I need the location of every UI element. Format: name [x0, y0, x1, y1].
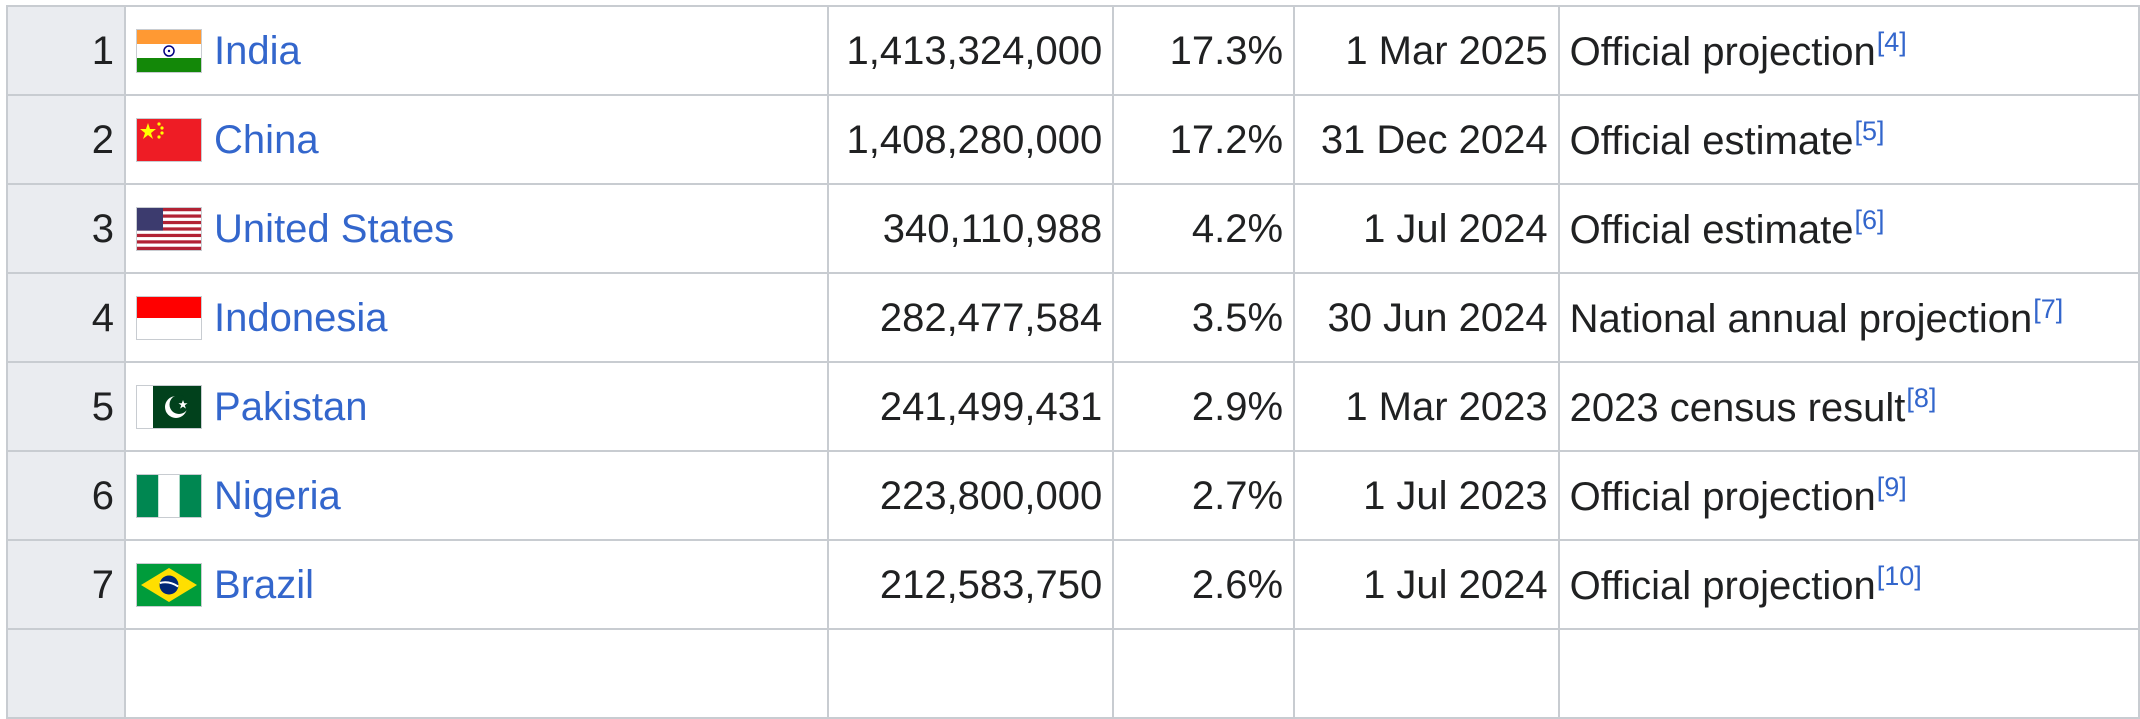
rank-cell: 4	[5, 272, 127, 363]
population-cell: 241,499,431	[826, 361, 1115, 452]
date-cell: 1 Jul 2023	[1293, 450, 1560, 541]
indonesia-flag-icon	[136, 295, 203, 340]
rank-cell: 6	[5, 450, 127, 541]
reference-link[interactable]: [7]	[2033, 294, 2064, 324]
source-text: 2023 census result	[1569, 386, 1906, 430]
table-row: 5 Pakistan 241,499,431	[5, 361, 2140, 452]
country-cell: China	[124, 94, 829, 185]
percent-cell: 2.7%	[1112, 450, 1296, 541]
rank-cell: 2	[5, 94, 127, 185]
table-row: 2 China 1,408,	[5, 94, 2140, 185]
percent-cell	[1112, 628, 1296, 719]
source-cell: Official projection[4]	[1557, 5, 2140, 96]
rank-cell: 3	[5, 183, 127, 274]
country-cell: Indonesia	[124, 272, 829, 363]
percent-cell: 2.6%	[1112, 539, 1296, 630]
table-row: 1 India 1,413,324,000 1	[5, 5, 2140, 96]
date-cell: 1 Jul 2024	[1293, 539, 1560, 630]
country-cell: Nigeria	[124, 450, 829, 541]
reference-link[interactable]: [9]	[1876, 472, 1907, 502]
date-cell: 30 Jun 2024	[1293, 272, 1560, 363]
country-cell: Brazil	[124, 539, 829, 630]
reference-link[interactable]: [8]	[1906, 383, 1937, 413]
source-text: Official projection	[1569, 475, 1876, 519]
date-cell: 31 Dec 2024	[1293, 94, 1560, 185]
percent-cell: 3.5%	[1112, 272, 1296, 363]
population-cell: 212,583,750	[826, 539, 1115, 630]
country-cell: Pakistan	[124, 361, 829, 452]
date-cell: 1 Jul 2024	[1293, 183, 1560, 274]
reference-link[interactable]: [6]	[1854, 205, 1885, 235]
country-link-brazil[interactable]: Brazil	[214, 562, 315, 607]
population-cell: 282,477,584	[826, 272, 1115, 363]
nigeria-flag-icon	[136, 473, 203, 518]
rank-cell	[5, 628, 127, 719]
date-cell: 1 Mar 2023	[1293, 361, 1560, 452]
country-link-pakistan[interactable]: Pakistan	[214, 384, 368, 429]
population-cell	[826, 628, 1115, 719]
reference-link[interactable]: [4]	[1876, 27, 1907, 57]
source-cell: Official projection[9]	[1557, 450, 2140, 541]
reference-link[interactable]: [5]	[1854, 116, 1885, 146]
percent-cell: 17.3%	[1112, 5, 1296, 96]
percent-cell: 17.2%	[1112, 94, 1296, 185]
source-text: Official projection	[1569, 30, 1876, 74]
table-row: 4 Indonesia 282,477,584 3.5% 30 Jun 2024…	[5, 272, 2140, 363]
country-link-india[interactable]: India	[214, 28, 301, 73]
population-cell: 1,413,324,000	[826, 5, 1115, 96]
source-cell	[1557, 628, 2140, 719]
source-cell: Official estimate[6]	[1557, 183, 2140, 274]
percent-cell: 4.2%	[1112, 183, 1296, 274]
pakistan-flag-icon	[136, 384, 203, 429]
date-cell	[1293, 628, 1560, 719]
table-row: 3	[5, 183, 2140, 274]
table-row: 6 Nigeria 223,800,000 2.7% 1 Jul 2023 Of…	[5, 450, 2140, 541]
source-text: National annual projection	[1569, 297, 2033, 341]
rank-cell: 1	[5, 5, 127, 96]
source-text: Official estimate	[1569, 119, 1854, 163]
population-cell: 223,800,000	[826, 450, 1115, 541]
brazil-flag-icon	[136, 562, 203, 607]
population-cell: 1,408,280,000	[826, 94, 1115, 185]
source-text: Official projection	[1569, 564, 1876, 608]
country-link-united-states[interactable]: United States	[214, 206, 455, 251]
usa-flag-icon	[136, 206, 203, 251]
percent-cell: 2.9%	[1112, 361, 1296, 452]
population-cell: 340,110,988	[826, 183, 1115, 274]
country-link-china[interactable]: China	[214, 117, 319, 162]
source-cell: National annual projection[7]	[1557, 272, 2140, 363]
reference-link[interactable]: [10]	[1876, 561, 1922, 591]
source-text: Official estimate	[1569, 208, 1854, 252]
date-cell: 1 Mar 2025	[1293, 5, 1560, 96]
country-link-indonesia[interactable]: Indonesia	[214, 295, 388, 340]
source-cell: 2023 census result[8]	[1557, 361, 2140, 452]
india-flag-icon	[136, 28, 203, 73]
rank-cell: 7	[5, 539, 127, 630]
table-row: 7 Brazil 212,583,750 2.6% 1 Jul	[5, 539, 2140, 630]
country-cell: United States	[124, 183, 829, 274]
population-table: 1 India 1,413,324,000 1	[5, 5, 2140, 719]
country-cell: India	[124, 5, 829, 96]
table-row-partial	[5, 628, 2140, 719]
source-cell: Official projection[10]	[1557, 539, 2140, 630]
country-link-nigeria[interactable]: Nigeria	[214, 473, 341, 518]
country-cell	[124, 628, 829, 719]
china-flag-icon	[136, 117, 203, 162]
rank-cell: 5	[5, 361, 127, 452]
source-cell: Official estimate[5]	[1557, 94, 2140, 185]
